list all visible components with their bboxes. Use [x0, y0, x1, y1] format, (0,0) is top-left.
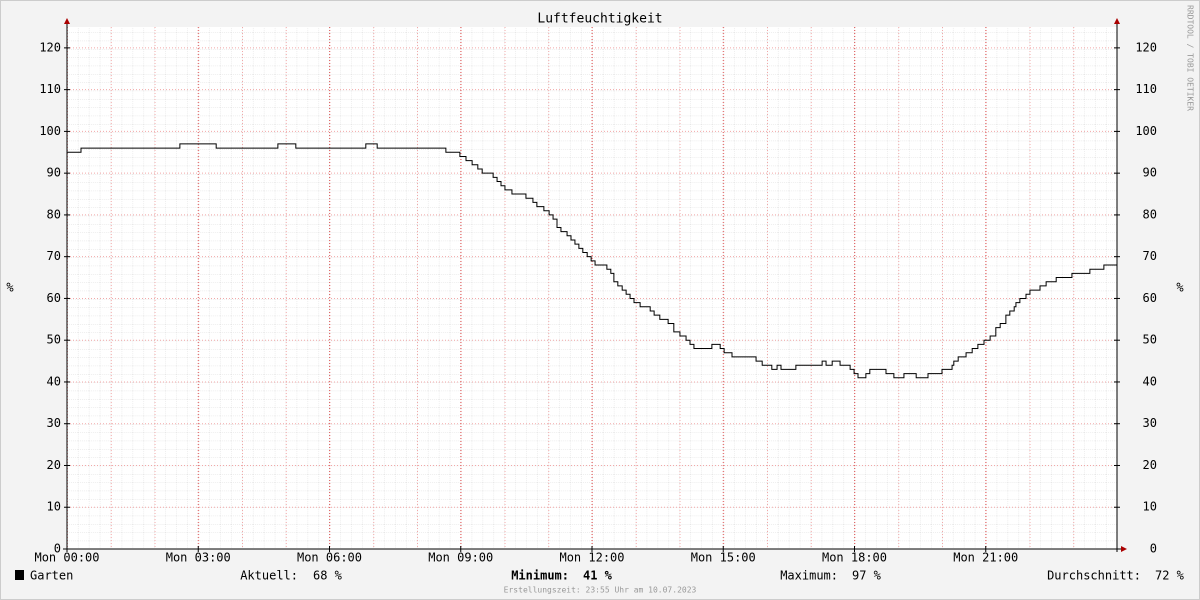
x-tick-label: Mon 06:00 [297, 551, 362, 565]
axis-arrow [1121, 546, 1127, 552]
stat-value: 72 % [1155, 569, 1185, 583]
stat-value: 68 % [313, 569, 343, 583]
y-tick-label: 120 [39, 40, 61, 54]
stat-label: Durchschnitt: [1047, 569, 1141, 583]
legend-swatch [15, 570, 24, 580]
chart-title: Luftfeuchtigkeit [537, 12, 662, 27]
y2-tick-label: 30 [1143, 416, 1157, 430]
stat-label: Maximum: [780, 569, 838, 583]
x-tick-label: Mon 18:00 [822, 551, 887, 565]
footer: Erstellungszeit: 23:55 Uhr am 10.07.2023 [504, 586, 697, 595]
y-tick-label: 90 [47, 166, 61, 180]
x-tick-label: Mon 00:00 [34, 551, 99, 565]
y-axis-label: % [6, 281, 14, 295]
stat-label: Minimum: [511, 569, 569, 583]
y2-tick-label: 50 [1143, 333, 1157, 347]
y2-tick-label: 70 [1143, 249, 1157, 263]
y2-tick-label: 100 [1135, 124, 1157, 138]
x-tick-label: Mon 03:00 [166, 551, 231, 565]
watermark: RRDTOOL / TOBI OETIKER [1186, 5, 1195, 111]
x-tick-label: Mon 09:00 [428, 551, 493, 565]
y2-tick-label: 110 [1135, 82, 1157, 96]
y-tick-label: 10 [47, 500, 61, 514]
y2-tick-label: 20 [1143, 458, 1157, 472]
y-tick-label: 40 [47, 374, 61, 388]
stat-value: 41 % [583, 569, 613, 583]
x-tick-label: Mon 21:00 [953, 551, 1018, 565]
y2-tick-label: 40 [1143, 374, 1157, 388]
y-tick-label: 0 [54, 542, 61, 556]
axis-arrow [64, 18, 70, 24]
data-line [67, 143, 1117, 379]
y2-tick-label: 0 [1150, 542, 1157, 556]
y-tick-label: 70 [47, 249, 61, 263]
y-tick-label: 50 [47, 333, 61, 347]
y2-axis-label: % [1176, 281, 1184, 295]
y2-tick-label: 80 [1143, 207, 1157, 221]
y-tick-label: 110 [39, 82, 61, 96]
y2-tick-label: 60 [1143, 291, 1157, 305]
y-tick-label: 100 [39, 124, 61, 138]
stat-value: 97 % [852, 569, 882, 583]
x-tick-label: Mon 12:00 [559, 551, 624, 565]
y2-tick-label: 10 [1143, 500, 1157, 514]
y2-tick-label: 120 [1135, 40, 1157, 54]
y-tick-label: 80 [47, 207, 61, 221]
stat-label: Aktuell: [240, 569, 298, 583]
y-tick-label: 20 [47, 458, 61, 472]
y-tick-label: 30 [47, 416, 61, 430]
y-tick-label: 60 [47, 291, 61, 305]
y2-tick-label: 90 [1143, 166, 1157, 180]
axis-arrow [1114, 18, 1120, 24]
x-tick-label: Mon 15:00 [691, 551, 756, 565]
legend-label: Garten [30, 569, 73, 583]
